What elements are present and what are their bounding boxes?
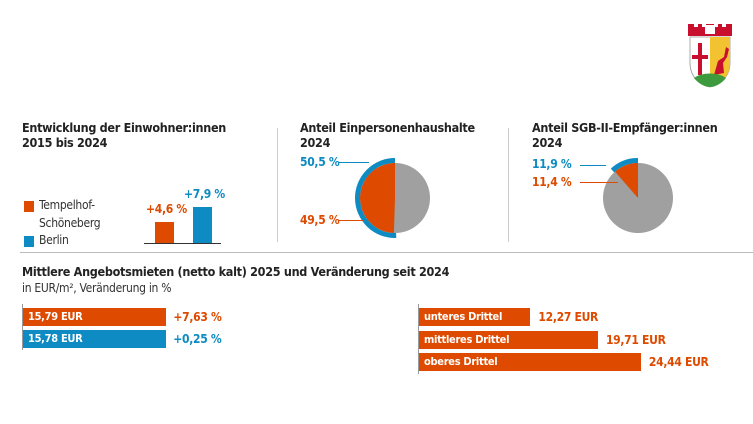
rent-bar: 15,79 EUR — [23, 308, 167, 326]
pie1-berlin-label: 50,5 % — [300, 155, 340, 169]
population-bar — [193, 206, 212, 243]
population-bar-label: +4,6 % — [146, 201, 187, 216]
pie-district-slice — [360, 163, 395, 233]
rent-change-label: +7,63 % — [173, 310, 222, 324]
single-household-title: Anteil Einpersonenhaushalte 2024 — [300, 120, 475, 150]
pie-berlin-arc — [355, 158, 397, 238]
sgb-title: Anteil SGB-II-Empfänger:innen 2024 — [532, 120, 718, 150]
coat-of-arms-logo — [688, 24, 732, 88]
legend-label-berlin: Berlin — [39, 233, 69, 247]
legend-swatch-berlin — [24, 236, 34, 247]
rent-third-value: 12,27 EUR — [538, 310, 599, 324]
divider — [277, 128, 278, 242]
population-chart-title: Entwicklung der Einwohner:innen 2015 bis … — [22, 120, 226, 150]
rent-third-bar: oberes Drittel — [419, 353, 641, 371]
pie2-berlin-label: 11,9 % — [532, 157, 572, 171]
rent-subtitle: in EUR/m², Veränderung in % — [22, 281, 172, 295]
rent-third-value: 19,71 EUR — [605, 332, 666, 347]
population-bar-label: +7,9 % — [184, 186, 225, 201]
rent-bar: 15,78 EUR — [23, 330, 167, 348]
population-bar — [155, 221, 174, 243]
pie1-ts-leader — [339, 220, 363, 221]
pie-district-slice — [615, 163, 638, 198]
legend-label-tempelhof: Tempelhof- — [39, 198, 95, 212]
rent-axis — [22, 304, 23, 350]
section-divider — [20, 252, 753, 253]
pie2-ts-label: 11,4 % — [532, 175, 572, 189]
bar-baseline — [144, 243, 221, 244]
rent-third-bar: unteres Drittel — [419, 308, 531, 326]
single-household-pie — [355, 158, 430, 238]
pie2-berlin-leader — [580, 165, 606, 166]
pie2-ts-leader — [580, 182, 618, 183]
third-axis — [418, 304, 419, 374]
rent-third-value: 24,44 EUR — [648, 355, 709, 369]
sgb-pie — [603, 158, 673, 233]
rent-title: Mittlere Angebotsmieten (netto kalt) 202… — [22, 264, 450, 279]
pie1-berlin-leader — [339, 162, 369, 163]
divider — [508, 128, 509, 242]
pie1-ts-label: 49,5 % — [300, 213, 340, 227]
legend-label-schoeneberg: Schöneberg — [39, 216, 101, 230]
pie-berlin-arc — [610, 158, 639, 173]
rent-third-bar: mittleres Drittel — [419, 330, 598, 349]
legend-swatch-tempelhof — [24, 201, 34, 212]
rent-change-label: +0,25 % — [173, 332, 222, 346]
